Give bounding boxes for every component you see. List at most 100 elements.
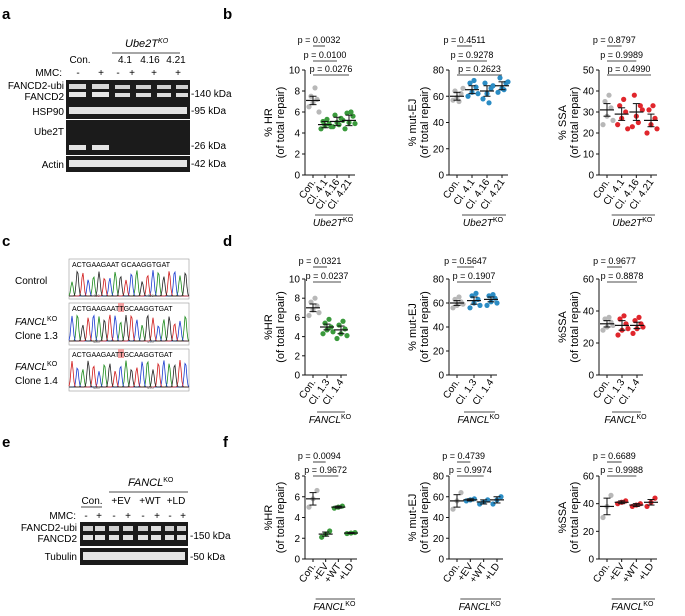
blot-a-fancd2 xyxy=(66,80,190,103)
p-value-label: p = 0.0100 xyxy=(304,50,347,60)
blot-e-fancd2 xyxy=(80,522,188,546)
p-value-label: p = 0.0032 xyxy=(298,35,341,45)
data-point xyxy=(495,89,501,95)
y-tick-label: 60 xyxy=(433,92,445,103)
p-value-label: p = 0.0237 xyxy=(306,271,349,281)
y-tick-label: 20 xyxy=(433,144,445,155)
p-value-label: p = 0.8797 xyxy=(593,35,636,45)
y-tick-label: 10 xyxy=(583,150,595,161)
y-axis-label: % mut-EJ xyxy=(407,303,419,351)
y-axis-label-sub: (of total repair) xyxy=(569,87,581,159)
y-tick-label: 50 xyxy=(583,66,595,77)
blot-a-mmc-3: - xyxy=(116,68,119,79)
y-axis-label-sub: (of total repair) xyxy=(569,291,581,363)
p-value-label: p = 0.9988 xyxy=(600,465,643,475)
data-point xyxy=(623,109,629,115)
data-point xyxy=(639,107,645,113)
data-point xyxy=(314,303,320,309)
y-axis-label-sub: (of total repair) xyxy=(275,482,287,554)
group-label: Ube2TKO xyxy=(463,217,504,229)
chromatogram-label-control: Control xyxy=(15,276,47,287)
y-tick-label: 8 xyxy=(294,87,300,98)
y-tick-label: 6 xyxy=(294,492,300,503)
data-point xyxy=(497,75,503,81)
group-label: FANCLKO xyxy=(611,601,654,613)
y-tick-label: 60 xyxy=(433,492,445,503)
data-point xyxy=(621,313,627,319)
group-label: FANCLKO xyxy=(313,601,356,613)
p-value-label: p = 0.2623 xyxy=(458,64,501,74)
blot-a-mmc-4: + xyxy=(129,68,135,79)
data-point xyxy=(494,300,500,306)
data-point xyxy=(625,326,631,332)
blot-e-mmc-1: - xyxy=(84,511,87,522)
blot-a-ube2t xyxy=(66,120,190,155)
data-point xyxy=(490,292,496,298)
p-value-label: p = 0.0094 xyxy=(298,451,341,461)
y-axis-label: % mut-EJ xyxy=(407,494,419,542)
data-point xyxy=(306,312,312,319)
data-point xyxy=(332,112,338,118)
data-point xyxy=(340,318,346,324)
y-tick-label: 60 xyxy=(433,299,445,310)
data-point xyxy=(314,96,320,102)
y-axis-label: %SSA xyxy=(557,501,569,533)
data-point xyxy=(600,122,606,128)
panel-label-f: f xyxy=(223,434,229,451)
data-point xyxy=(498,494,504,500)
data-point xyxy=(608,492,614,498)
chromatogram-clone-1-3: FANCLKO Clone 1.3 ACTGAAGAATTGCAAGGTGAT … xyxy=(15,302,190,346)
x-tick-label: +LD xyxy=(637,561,657,583)
data-point xyxy=(617,103,623,109)
chromatogram-clone-1-4: FANCLKO Clone 1.4 ACTGAAGAATTGCAAGGTGAT … xyxy=(15,348,190,392)
data-point xyxy=(352,120,358,127)
data-point xyxy=(652,115,658,121)
y-tick-label: 0 xyxy=(588,555,594,566)
data-point xyxy=(602,98,608,105)
data-point xyxy=(473,290,479,296)
panel-label-d: d xyxy=(223,233,232,250)
y-tick-label: 2 xyxy=(294,150,300,161)
data-point xyxy=(312,295,318,301)
y-tick-label: 6 xyxy=(294,313,300,324)
group-label: FANCLKO xyxy=(604,414,647,426)
chromatogram-seq-control: ACTGAAGAAT GCAAGGTGAT xyxy=(72,262,171,269)
data-point xyxy=(615,122,621,128)
group-label: Ube2TKO xyxy=(313,217,354,229)
data-point xyxy=(456,294,462,300)
y-tick-label: 0 xyxy=(294,555,300,566)
blot-e-label-tubulin: Tubulin xyxy=(45,552,77,563)
data-point xyxy=(460,85,466,91)
y-tick-label: 10 xyxy=(289,275,301,286)
blot-a-kda-26: -26 kDa xyxy=(191,141,226,152)
data-point xyxy=(330,124,336,130)
data-point xyxy=(344,110,350,116)
y-tick-label: 40 xyxy=(583,87,595,98)
blot-e-mmc-3: - xyxy=(112,511,115,522)
data-point xyxy=(635,119,641,126)
data-point xyxy=(646,107,652,113)
p-value-label: p = 0.0321 xyxy=(299,256,342,266)
chromatogram-tick-control-480: 480 xyxy=(93,293,100,298)
blot-e-label-fancd2: FANCD2 xyxy=(38,534,78,545)
blot-a-mmc-5: + xyxy=(151,68,157,79)
data-point xyxy=(490,501,496,507)
p-value-label: p = 0.9989 xyxy=(600,50,643,60)
y-tick-label: 2 xyxy=(294,534,300,545)
x-tick-label: +LD xyxy=(337,561,357,583)
p-value-label: p = 0.9672 xyxy=(304,465,347,475)
blot-e-lane-ld: +LD xyxy=(167,496,186,507)
blot-a-kda-95: -95 kDa xyxy=(191,106,226,117)
y-tick-label: 30 xyxy=(583,108,595,119)
data-point xyxy=(450,506,456,512)
chromatogram-label-clone14: Clone 1.4 xyxy=(15,376,58,387)
y-axis-label: %HR xyxy=(263,314,275,340)
y-tick-label: 20 xyxy=(583,129,595,140)
blot-a-lane-4-1: 4.1 xyxy=(118,55,132,66)
blot-a-mmc-6: + xyxy=(175,68,181,79)
